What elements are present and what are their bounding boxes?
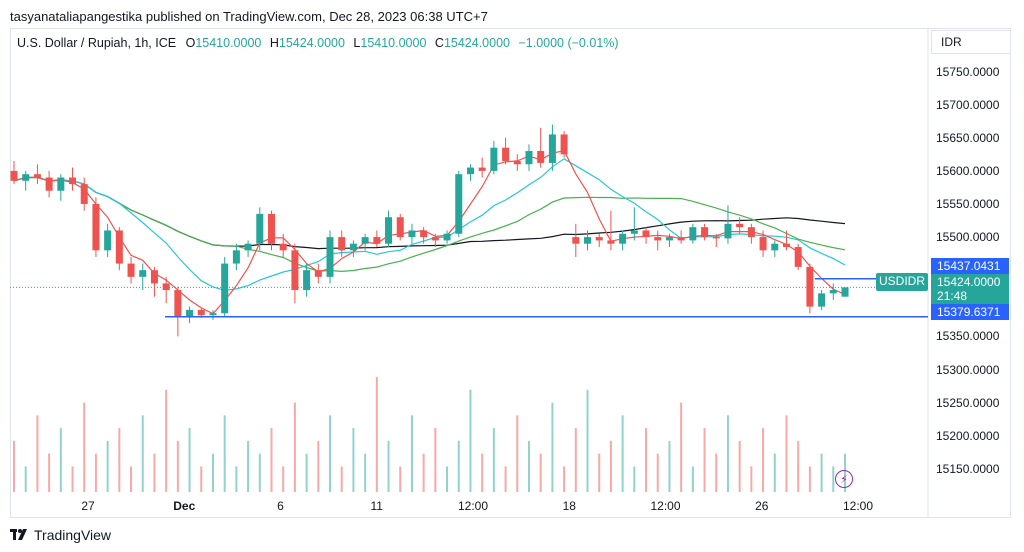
flash-icon[interactable]: ⚡ (835, 470, 853, 488)
y-tick-label: 15200.0000 (936, 428, 1000, 443)
low-label: L (353, 36, 361, 50)
y-tick-label: 15550.0000 (936, 196, 1000, 211)
symbol-tag: USDIDR (876, 273, 928, 291)
publisher-line: tasyanataliapangestika published on Trad… (10, 9, 488, 24)
footer-brand: TradingView (10, 527, 111, 543)
ohlc-legend: U.S. Dollar / Rupiah, 1h, ICE O15410.000… (17, 36, 619, 50)
low-value: 15410.0000 (360, 36, 427, 50)
chart-frame (10, 28, 1011, 518)
current-price-tag: 15424.0000 21:48 (931, 274, 1009, 305)
close-label: C (434, 36, 444, 50)
current-price: 15424.0000 (937, 275, 1001, 289)
x-tick-label: Dec (173, 499, 196, 513)
x-tick-label: 11 (370, 499, 383, 513)
y-tick-label: 15300.0000 (936, 362, 1000, 377)
x-tick-label: 12:00 (457, 499, 489, 513)
brand-label: TradingView (34, 527, 112, 543)
high-label: H (269, 36, 279, 50)
lower-level-tag: 15379.6371 (931, 304, 1009, 320)
currency-selector[interactable]: IDR (931, 30, 1011, 54)
x-tick-label: 12:00 (842, 499, 874, 513)
y-tick-label: 15650.0000 (936, 130, 1000, 145)
x-tick-label: 6 (277, 499, 284, 513)
x-tick-label: 12:00 (650, 499, 681, 513)
y-tick-label: 15700.0000 (936, 97, 1000, 112)
y-tick-label: 15250.0000 (936, 395, 1000, 410)
open-label: O (185, 36, 196, 50)
x-tick-label: 18 (562, 499, 576, 513)
upper-level-tag: 15437.0431 (931, 258, 1009, 274)
y-tick-label: 15600.0000 (936, 163, 1000, 178)
high-value: 15424.0000 (278, 36, 345, 50)
close-value: 15424.0000 (443, 36, 510, 50)
change-value: −1.0000 (−0.01%) (518, 36, 619, 50)
x-tick-label: 27 (81, 499, 95, 513)
x-tick-label: 26 (755, 499, 769, 513)
y-tick-label: 15500.0000 (936, 230, 1000, 245)
y-tick-label: 15750.0000 (936, 64, 1000, 79)
symbol-label: U.S. Dollar / Rupiah, 1h, ICE (17, 36, 177, 50)
open-value: 15410.0000 (195, 36, 262, 50)
bar-countdown: 21:48 (937, 289, 968, 303)
y-tick-label: 15350.0000 (936, 329, 1000, 344)
y-tick-label: 15150.0000 (936, 461, 1000, 476)
tradingview-logo-icon (10, 529, 27, 540)
